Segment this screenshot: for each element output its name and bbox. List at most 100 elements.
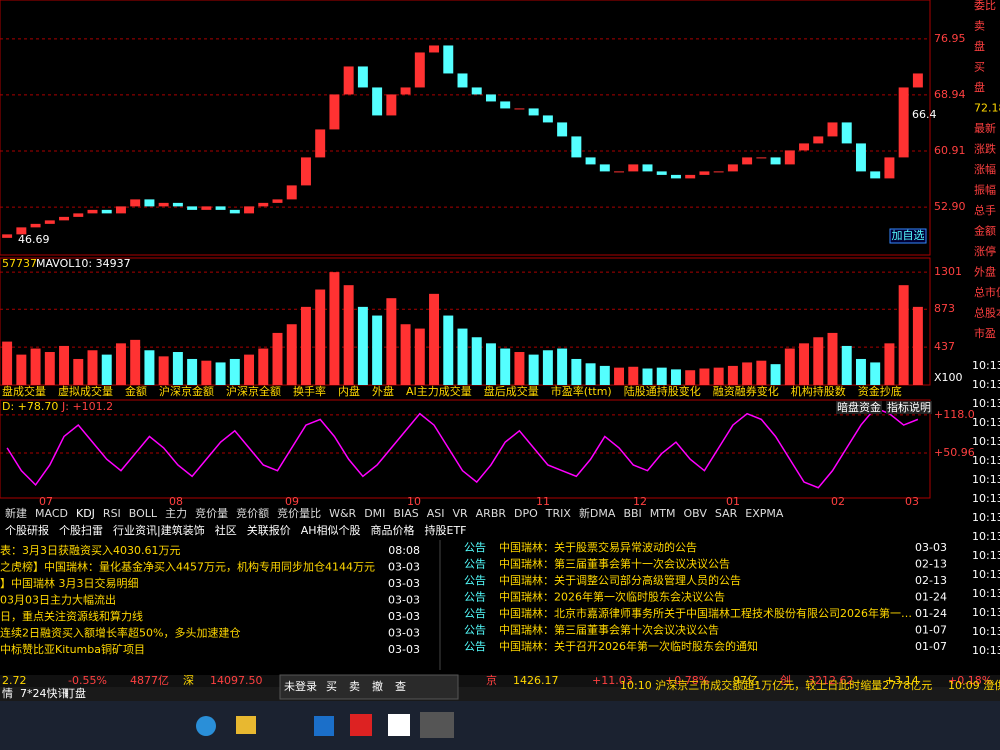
indicator-tab[interactable]: 主力 (165, 507, 187, 520)
button-label[interactable]: 暗盘资金 (837, 400, 881, 414)
news-item[interactable]: 中国瑞林：关于股票交易异常波动的公告 (499, 540, 697, 554)
volume-tab[interactable]: 陆股通持股变化 (624, 384, 701, 398)
news-item[interactable]: 中标赞比亚Kitumba铜矿项目 (0, 642, 145, 656)
indicator-tab[interactable]: OBV (683, 507, 707, 520)
indicator-tab[interactable]: KDJ (76, 507, 95, 520)
stock-app-icon[interactable] (420, 712, 454, 738)
volume-tab[interactable]: AI主力成交量 (406, 384, 472, 398)
info-tab[interactable]: 行业资讯|建筑装饰 (113, 523, 205, 537)
info-tab[interactable]: 商品价格 (371, 523, 415, 537)
side-label: 总股本 (974, 306, 1000, 320)
indicator-tab[interactable]: VR (452, 507, 468, 520)
volume-tab[interactable]: 资金抄底 (858, 384, 902, 398)
news-tag[interactable]: 公告 (464, 591, 486, 604)
button-label[interactable]: 指标说明 (887, 400, 931, 414)
indicator-tab[interactable]: BOLL (129, 507, 158, 520)
news-tag[interactable]: 公告 (464, 541, 486, 554)
candle (500, 101, 511, 109)
indicator-tab[interactable]: EXPMA (745, 507, 784, 520)
indicator-tab[interactable]: MACD (35, 507, 68, 520)
volume-tab[interactable]: 市盈率(ttm) (551, 384, 612, 398)
trade-popup[interactable] (279, 674, 459, 700)
status-tab[interactable]: 情 (2, 687, 13, 700)
news-date: 01-24 (915, 591, 947, 604)
news-tag[interactable]: 公告 (464, 574, 486, 587)
y-tick-label: 437 (934, 340, 955, 353)
news-item[interactable]: 连续2日融资买入额增长率超50%，多头加速建仓 (0, 626, 240, 640)
outlook-icon[interactable] (314, 716, 334, 736)
trade-button[interactable]: 未登录 (284, 679, 317, 693)
indicator-tab[interactable]: MTM (650, 507, 676, 520)
news-item[interactable]: 中国瑞林：北京市嘉源律师事务所关于中国瑞林工程技术股份有限公司2026年第一… (499, 606, 912, 620)
indicator-tab[interactable]: 竞价额 (236, 506, 269, 520)
indicator-tab[interactable]: 新DMA (579, 506, 616, 520)
folder-icon[interactable] (236, 716, 256, 734)
add-watch-label[interactable]: 加自选 (892, 229, 925, 242)
indicator-tab[interactable]: W&R (329, 507, 356, 520)
indicator-tab[interactable]: RSI (103, 507, 121, 520)
news-tag[interactable]: 公告 (464, 624, 486, 637)
info-tab[interactable]: 关联报价 (247, 523, 291, 537)
info-tab[interactable]: 社区 (215, 523, 237, 537)
volume-bar (16, 354, 27, 385)
side-label: 卖 (974, 20, 985, 33)
trade-button[interactable]: 撤 (372, 679, 383, 693)
indicator-tab[interactable]: ARBR (476, 507, 507, 520)
volume-bar (130, 339, 141, 385)
trade-button[interactable]: 买 (326, 680, 337, 693)
news-item[interactable]: 中国瑞林：第三届董事会第十一次会议决议公告 (499, 557, 730, 571)
volume-tab[interactable]: 内盘 (338, 384, 360, 398)
info-tab[interactable]: AH相似个股 (301, 524, 361, 537)
indicator-tab[interactable]: ASI (427, 507, 445, 520)
trade-button[interactable]: 查 (395, 679, 406, 693)
indicator-tab[interactable]: BBI (623, 507, 641, 520)
news-item[interactable]: 表：3月3日获融资买入4030.61万元 (0, 543, 180, 557)
volume-tab[interactable]: 金额 (125, 384, 147, 398)
news-item[interactable]: 中国瑞林：关于调整公司部分高级管理人员的公告 (499, 573, 741, 587)
button[interactable] (836, 401, 882, 414)
trade-button[interactable]: 卖 (349, 680, 360, 693)
indicator-tab[interactable]: DMI (364, 507, 385, 520)
button[interactable] (886, 401, 932, 414)
candle (656, 171, 667, 175)
volume-tab[interactable]: 沪深京全额 (226, 384, 281, 398)
status-tab[interactable]: 盯盘 (64, 686, 86, 700)
volume-tab[interactable]: 虚拟成交量 (58, 384, 113, 398)
news-item[interactable]: 】中国瑞林 3月3日交易明细 (0, 576, 139, 590)
edge-icon[interactable] (196, 716, 216, 736)
indicator-tab[interactable]: 竞价量比 (277, 506, 321, 520)
news-item[interactable]: 之虎榜】中国瑞林：量化基金净买入4457万元，机构专用同步加仓4144万元 (0, 560, 375, 574)
news-item[interactable]: 中国瑞林：第三届董事会第十次会议决议公告 (499, 623, 719, 637)
indicator-tab[interactable]: BIAS (393, 507, 418, 520)
news-item[interactable]: 03月03日主力大幅流出 (0, 593, 116, 607)
volume-tab[interactable]: 盘后成交量 (484, 384, 539, 398)
news-tag[interactable]: 公告 (464, 558, 486, 571)
info-tab[interactable]: 持股ETF (425, 523, 467, 537)
volume-bar (229, 358, 240, 385)
wps-icon[interactable] (388, 714, 410, 736)
volume-tab[interactable]: 融资融券变化 (713, 384, 779, 398)
volume-tab[interactable]: 机构持股数 (791, 384, 846, 398)
indicator-tab[interactable]: TRIX (545, 507, 572, 520)
add-watch-button[interactable] (889, 228, 927, 244)
news-item[interactable]: 中国瑞林：2026年第一次临时股东会决议公告 (499, 590, 725, 604)
app-icon[interactable] (350, 714, 372, 736)
indicator-tab[interactable]: SAR (715, 507, 738, 520)
news-item[interactable]: 日，重点关注资源线和算力线 (0, 609, 143, 623)
volume-tab[interactable]: 盘成交量 (2, 384, 46, 398)
volume-tab[interactable]: 换手率 (293, 384, 326, 398)
volume-tab[interactable]: 沪深京金额 (159, 384, 214, 398)
indicator-tab[interactable]: 竞价量 (195, 506, 228, 520)
news-tag[interactable]: 公告 (464, 607, 486, 620)
candle (599, 164, 610, 172)
status-tab[interactable]: 7*24快讯 (20, 687, 69, 700)
side-label: 外盘 (974, 265, 996, 279)
volume-bar (514, 352, 525, 385)
indicator-tab[interactable]: DPO (514, 507, 538, 520)
news-item[interactable]: 中国瑞林：关于召开2026年第一次临时股东会的通知 (499, 639, 758, 653)
volume-tab[interactable]: 外盘 (372, 384, 394, 398)
indicator-tab[interactable]: 新建 (5, 506, 27, 520)
info-tab[interactable]: 个股研报 (5, 523, 49, 537)
info-tab[interactable]: 个股扫雷 (59, 524, 103, 537)
news-tag[interactable]: 公告 (464, 640, 486, 653)
